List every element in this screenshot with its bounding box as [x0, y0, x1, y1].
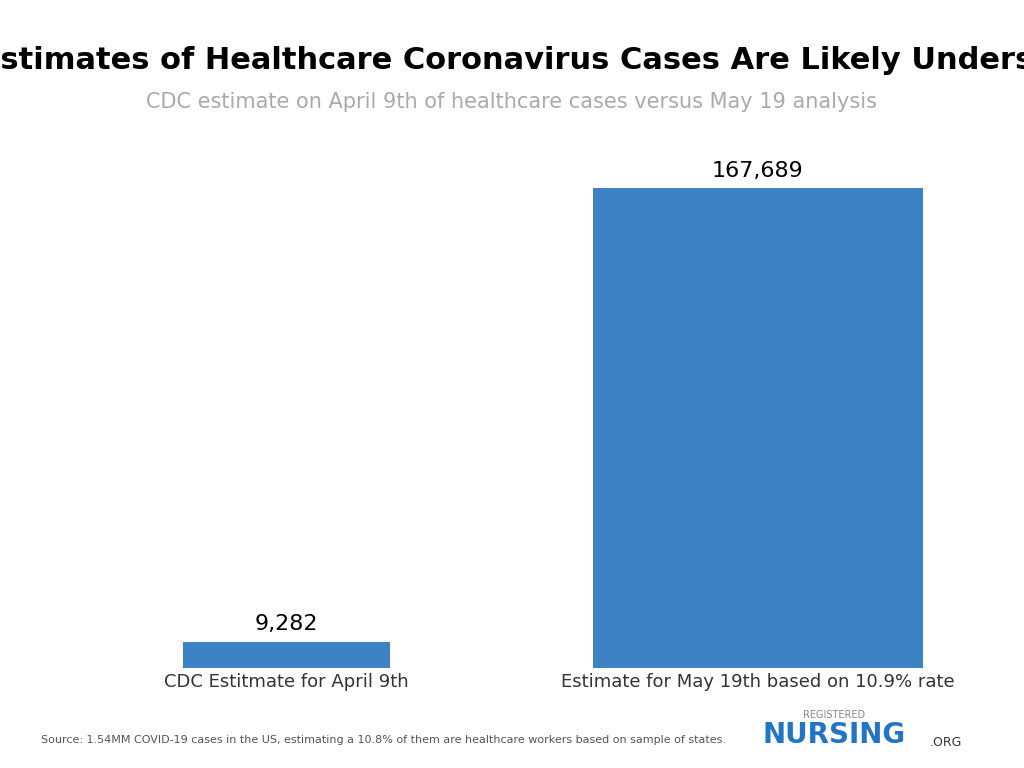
Text: NURSING: NURSING [763, 721, 906, 749]
Bar [593, 188, 923, 668]
Text: Source: 1.54MM COVID-19 cases in the US, estimating a 10.8% of them are healthca: Source: 1.54MM COVID-19 cases in the US,… [41, 735, 726, 745]
Bar [183, 641, 390, 668]
Text: 9,282: 9,282 [255, 614, 318, 634]
Text: CDC estimate on April 9th of healthcare cases versus May 19 analysis: CDC estimate on April 9th of healthcare … [146, 92, 878, 112]
Text: REGISTERED: REGISTERED [804, 710, 865, 720]
Text: 167,689: 167,689 [712, 161, 804, 180]
Text: CDC Estimates of Healthcare Coronavirus Cases Are Likely Understated: CDC Estimates of Healthcare Coronavirus … [0, 46, 1024, 75]
Text: .ORG: .ORG [930, 736, 963, 749]
